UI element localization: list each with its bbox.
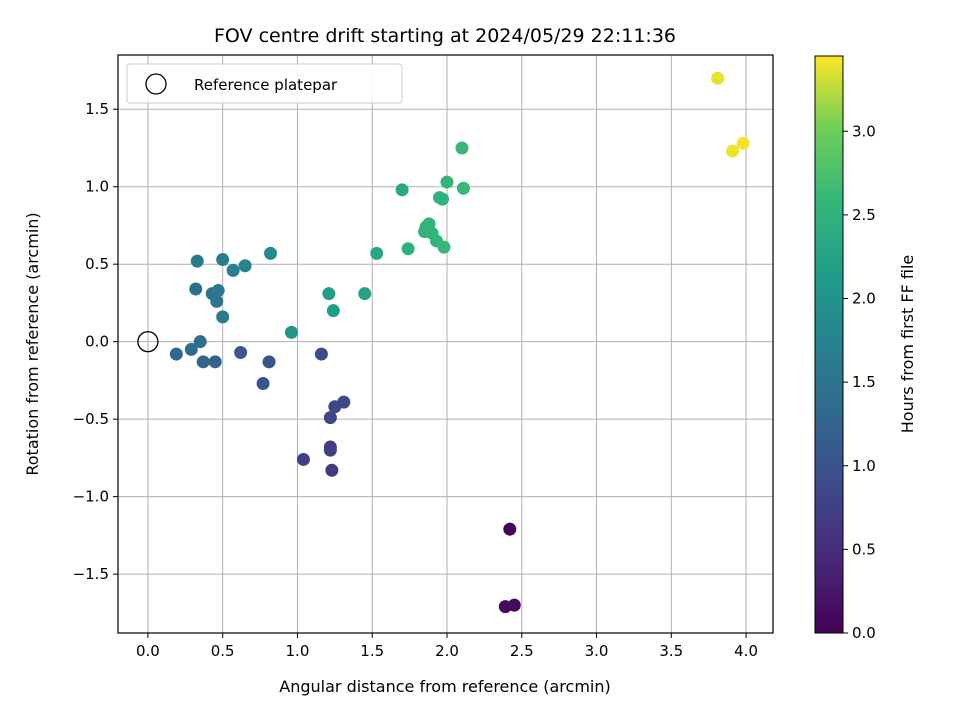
x-axis-ticks: 0.0 0.5 1.0 1.5 2.0 2.5 3.0 3.5 4.0 bbox=[136, 633, 758, 660]
colorbar-ticks: 0.0 0.5 1.0 1.5 2.0 2.5 3.0 bbox=[843, 122, 876, 642]
data-point bbox=[322, 287, 336, 301]
x-axis-label: Angular distance from reference (arcmin) bbox=[279, 677, 610, 696]
data-point bbox=[216, 310, 230, 324]
data-point bbox=[455, 141, 469, 155]
data-point bbox=[395, 183, 409, 197]
data-point bbox=[314, 347, 328, 361]
data-point bbox=[196, 355, 210, 369]
data-point bbox=[456, 181, 470, 195]
chart-title: FOV centre drift starting at 2024/05/29 … bbox=[214, 25, 676, 47]
x-tick-label: 3.5 bbox=[659, 642, 683, 660]
data-point bbox=[256, 377, 270, 391]
y-tick-label: −1.5 bbox=[73, 565, 109, 583]
legend-box bbox=[126, 63, 403, 104]
y-axis-ticks: −1.5 −1.0 −0.5 0.0 0.5 1.0 1.5 bbox=[73, 100, 118, 583]
colorbar-tick-label: 3.0 bbox=[852, 122, 876, 140]
x-tick-label: 1.5 bbox=[360, 642, 384, 660]
data-point bbox=[323, 411, 337, 425]
data-point bbox=[436, 192, 450, 206]
x-tick-label: 2.5 bbox=[510, 642, 534, 660]
x-tick-label: 1.0 bbox=[286, 642, 310, 660]
y-tick-label: 1.0 bbox=[85, 178, 109, 196]
legend-entry: Reference platepar bbox=[194, 76, 338, 94]
data-point bbox=[262, 355, 276, 369]
data-point bbox=[264, 246, 278, 260]
data-point bbox=[440, 175, 454, 189]
data-point bbox=[326, 304, 340, 318]
colorbar-tick-label: 2.5 bbox=[852, 206, 876, 224]
x-tick-label: 0.0 bbox=[136, 642, 160, 660]
data-point bbox=[726, 144, 740, 158]
data-point bbox=[190, 254, 204, 268]
data-point bbox=[184, 342, 198, 356]
y-tick-label: −0.5 bbox=[73, 410, 109, 428]
data-point bbox=[193, 335, 207, 349]
x-tick-label: 2.0 bbox=[435, 642, 459, 660]
data-point bbox=[169, 347, 183, 361]
data-point bbox=[238, 259, 252, 273]
colorbar-tick-label: 1.5 bbox=[852, 373, 876, 391]
colorbar-gradient bbox=[814, 55, 844, 634]
data-point bbox=[189, 282, 203, 296]
colorbar-tick-label: 2.0 bbox=[852, 290, 876, 308]
data-point bbox=[325, 463, 339, 477]
plot-frame bbox=[117, 54, 774, 634]
data-point bbox=[210, 294, 224, 308]
reference-point bbox=[137, 331, 159, 353]
colorbar: 0.0 0.5 1.0 1.5 2.0 2.5 3.0 Hours from first F… bbox=[814, 55, 917, 642]
data-point bbox=[337, 395, 351, 409]
x-tick-label: 3.0 bbox=[585, 642, 609, 660]
data-point bbox=[503, 522, 517, 536]
x-tick-label: 4.0 bbox=[734, 642, 758, 660]
data-point bbox=[211, 284, 225, 298]
colorbar-label: Hours from first FF file bbox=[898, 255, 917, 434]
data-point bbox=[507, 598, 521, 612]
colorbar-tick-label: 0.0 bbox=[852, 624, 876, 642]
data-point bbox=[216, 253, 230, 267]
legend-marker bbox=[145, 73, 167, 95]
data-point bbox=[711, 71, 725, 85]
y-tick-label: 1.5 bbox=[85, 100, 109, 118]
y-tick-label: 0.0 bbox=[85, 333, 109, 351]
colorbar-tick-label: 1.0 bbox=[852, 457, 876, 475]
data-point bbox=[736, 136, 750, 150]
y-tick-label: −1.0 bbox=[73, 488, 109, 506]
data-points bbox=[137, 71, 750, 614]
legend: Reference platepar bbox=[126, 63, 403, 104]
data-point bbox=[234, 346, 248, 360]
data-point bbox=[323, 443, 337, 457]
data-point bbox=[226, 263, 240, 277]
data-point bbox=[358, 287, 372, 301]
data-point bbox=[284, 325, 298, 339]
colorbar-tick-label: 0.5 bbox=[852, 540, 876, 558]
gridlines bbox=[118, 55, 773, 633]
data-point bbox=[401, 242, 415, 256]
data-point bbox=[370, 246, 384, 260]
data-point bbox=[437, 240, 451, 254]
data-point bbox=[208, 355, 222, 369]
data-point bbox=[296, 452, 310, 466]
y-tick-label: 0.5 bbox=[85, 255, 109, 273]
x-tick-label: 0.5 bbox=[211, 642, 235, 660]
y-axis-label: Rotation from reference (arcmin) bbox=[23, 212, 42, 475]
